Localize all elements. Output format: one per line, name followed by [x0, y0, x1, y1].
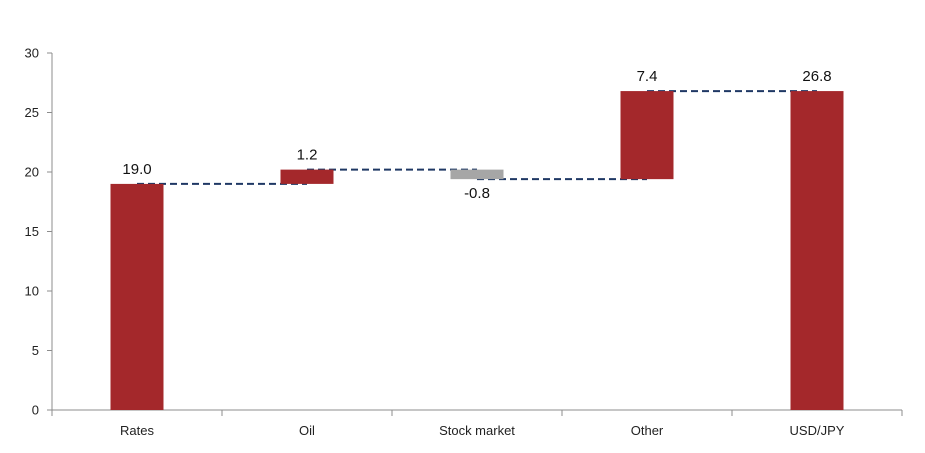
y-tick-label: 0: [32, 403, 39, 418]
data-label: 7.4: [637, 68, 658, 85]
bar: [790, 91, 844, 410]
y-tick-label: 20: [25, 165, 39, 180]
x-tick-label: Stock market: [439, 423, 515, 438]
y-tick-label: 30: [25, 46, 39, 61]
bars: [110, 91, 844, 410]
x-tick-label: USD/JPY: [790, 423, 845, 438]
bar: [110, 183, 164, 410]
data-label: 26.8: [802, 68, 831, 85]
y-tick-label: 15: [25, 224, 39, 239]
y-tick-label: 10: [25, 284, 39, 299]
y-tick-label: 25: [25, 105, 39, 120]
x-tick-label: Other: [631, 423, 664, 438]
bar: [450, 169, 504, 180]
connector-lines: [137, 90, 817, 185]
data-label: 19.0: [122, 161, 151, 178]
x-tick-label: Rates: [120, 423, 154, 438]
x-axis: Rates Oil Stock market Other USD/JPY: [51, 409, 903, 438]
y-axis: 0 5 10 15 20 25 30: [25, 46, 53, 418]
bar: [620, 91, 674, 180]
bar: [280, 169, 334, 184]
data-label: -0.8: [464, 185, 490, 202]
data-labels: 19.0 1.2 -0.8 7.4 26.8: [122, 68, 831, 202]
data-label: 1.2: [297, 147, 318, 164]
x-tick-label: Oil: [299, 423, 315, 438]
y-tick-label: 5: [32, 343, 39, 358]
